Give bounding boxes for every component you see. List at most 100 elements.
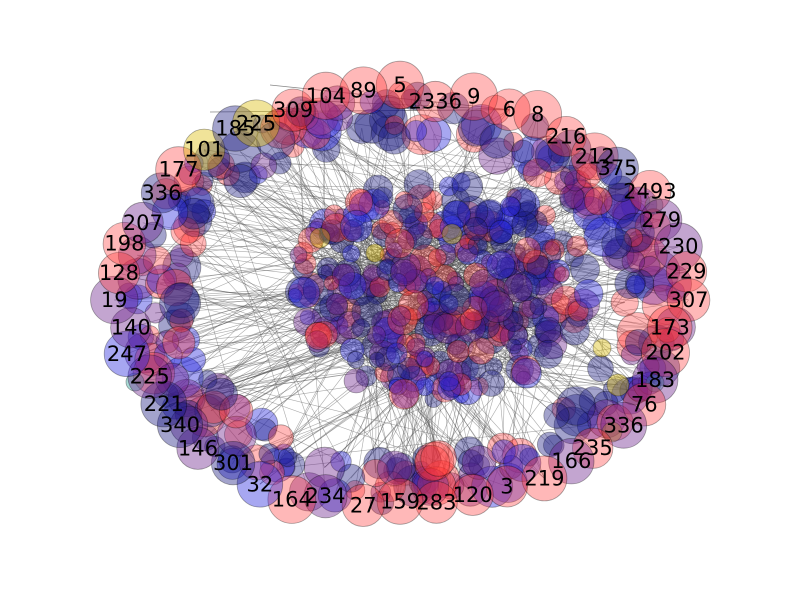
graph-edge [474, 266, 650, 329]
graph-edge [189, 173, 437, 328]
graph-node [390, 258, 418, 287]
graph-node [287, 288, 303, 304]
graph-edge [444, 382, 656, 390]
node-label: 235 [573, 436, 613, 460]
graph-edge [295, 119, 455, 217]
node-label: 104 [306, 84, 346, 108]
graph-node [626, 235, 668, 277]
graph-node [384, 228, 415, 259]
graph-node-33 [127, 354, 172, 399]
graph-edge [391, 201, 521, 223]
graph-edge [190, 347, 527, 398]
graph-node [391, 381, 419, 409]
graph-node [363, 446, 396, 480]
graph-edge [339, 128, 363, 238]
graph-edge [535, 338, 672, 361]
graph-node [478, 137, 516, 175]
graph-edge [319, 208, 408, 239]
graph-node [578, 386, 609, 416]
graph-node [398, 271, 422, 294]
graph-node [399, 350, 422, 374]
graph-node [424, 297, 441, 313]
graph-node [461, 445, 497, 480]
graph-node [511, 136, 552, 177]
graph-node-7 [596, 146, 639, 190]
graph-edge [394, 219, 481, 244]
graph-edge [440, 299, 479, 480]
graph-node [117, 235, 157, 275]
graph-node [525, 266, 555, 296]
graph-node [365, 243, 385, 263]
graph-edge [522, 324, 525, 463]
graph-node [425, 350, 454, 380]
graph-node [417, 212, 445, 240]
graph-node [293, 241, 314, 262]
graph-node [469, 376, 489, 397]
graph-edge [453, 385, 640, 391]
graph-edge [383, 322, 549, 355]
graph-node-15 [631, 357, 679, 404]
graph-node [587, 355, 614, 382]
graph-node [583, 186, 613, 216]
graph-node [460, 104, 503, 146]
graph-node [474, 322, 507, 355]
graph-node [551, 396, 577, 422]
graph-node [170, 216, 200, 246]
graph-edge [149, 274, 344, 336]
graph-node [454, 355, 479, 381]
graph-node [451, 172, 471, 193]
graph-node-44 [232, 99, 281, 148]
graph-node [132, 255, 153, 277]
graph-node [453, 472, 488, 507]
node-label: 8 [531, 102, 544, 126]
graph-node [377, 121, 411, 155]
graph-edge [493, 217, 641, 391]
graph-node [602, 238, 635, 272]
graph-node [534, 137, 571, 173]
graph-edge [186, 306, 478, 399]
graph-node [626, 274, 646, 295]
graph-node [428, 218, 449, 239]
graph-node [502, 311, 524, 332]
graph-edge [455, 344, 607, 419]
graph-edge [453, 108, 529, 313]
graph-node [330, 450, 352, 473]
graph-node-42 [183, 128, 226, 171]
graph-node [541, 292, 573, 324]
graph-edge [325, 330, 480, 466]
graph-node [600, 163, 623, 186]
graph-node [132, 352, 175, 395]
graph-edge [334, 324, 487, 496]
graph-node [165, 301, 195, 331]
graph-node [448, 275, 465, 292]
graph-node [462, 295, 488, 322]
graph-node [621, 186, 658, 223]
graph-edge [193, 162, 618, 169]
graph-node [371, 89, 401, 118]
graph-node [471, 465, 514, 508]
graph-edge [207, 379, 508, 487]
graph-edge [484, 254, 619, 296]
graph-node [297, 226, 324, 254]
graph-node [644, 349, 681, 386]
graph-node-6 [570, 132, 619, 181]
graph-edge [219, 168, 325, 468]
graph-edge [210, 228, 413, 412]
graph-edge [129, 229, 450, 297]
graph-node [177, 384, 204, 411]
graph-node [309, 227, 331, 249]
graph-node [487, 462, 528, 503]
graph-edge [340, 264, 410, 462]
graph-edge [176, 84, 401, 277]
graph-node [299, 118, 332, 150]
graph-node [665, 281, 685, 302]
graph-node [550, 285, 581, 316]
graph-node [464, 309, 490, 335]
graph-node [503, 131, 524, 152]
graph-node [414, 346, 436, 368]
graph-edge [418, 307, 437, 503]
graph-edge [447, 293, 589, 325]
graph-node [198, 369, 218, 389]
graph-node [652, 264, 692, 304]
graph-node [532, 231, 554, 253]
